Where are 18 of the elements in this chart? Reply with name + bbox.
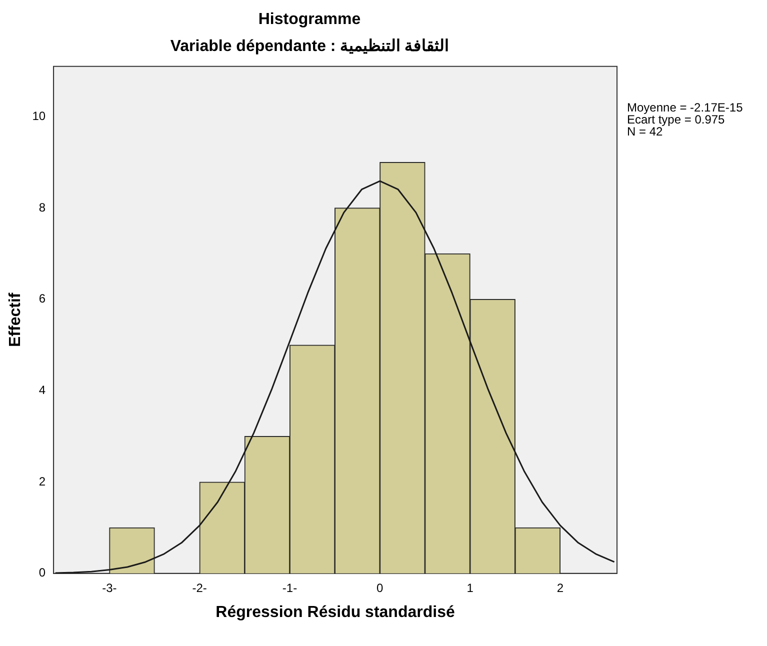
x-tick-label: -2- xyxy=(192,580,207,595)
chart-title: Histogramme xyxy=(258,11,361,28)
x-tick-label: 0 xyxy=(376,580,384,595)
chart-subtitle: Variable dépendante : الثقافة التنظيمية xyxy=(170,38,449,56)
text: Moyenne = -2.17E-15 xyxy=(627,100,744,114)
text: N = 42 xyxy=(627,124,664,138)
y-tick-label: 6 xyxy=(38,292,46,306)
y-tick-label: 10 xyxy=(32,108,46,123)
y-tick-label: 4 xyxy=(38,383,46,398)
y-axis-title: Effectif xyxy=(7,292,24,348)
x-tick-label: -3- xyxy=(102,580,117,595)
y-tick-label: 8 xyxy=(38,200,46,214)
x-tick-label: 1 xyxy=(466,580,474,595)
y-tick-label: 2 xyxy=(38,474,46,488)
x-tick-label: 2 xyxy=(556,580,564,595)
x-axis-title: Régression Résidu standardisé xyxy=(216,604,455,621)
y-tick-label: 0 xyxy=(38,566,46,580)
x-tick-label: -1- xyxy=(282,580,298,595)
